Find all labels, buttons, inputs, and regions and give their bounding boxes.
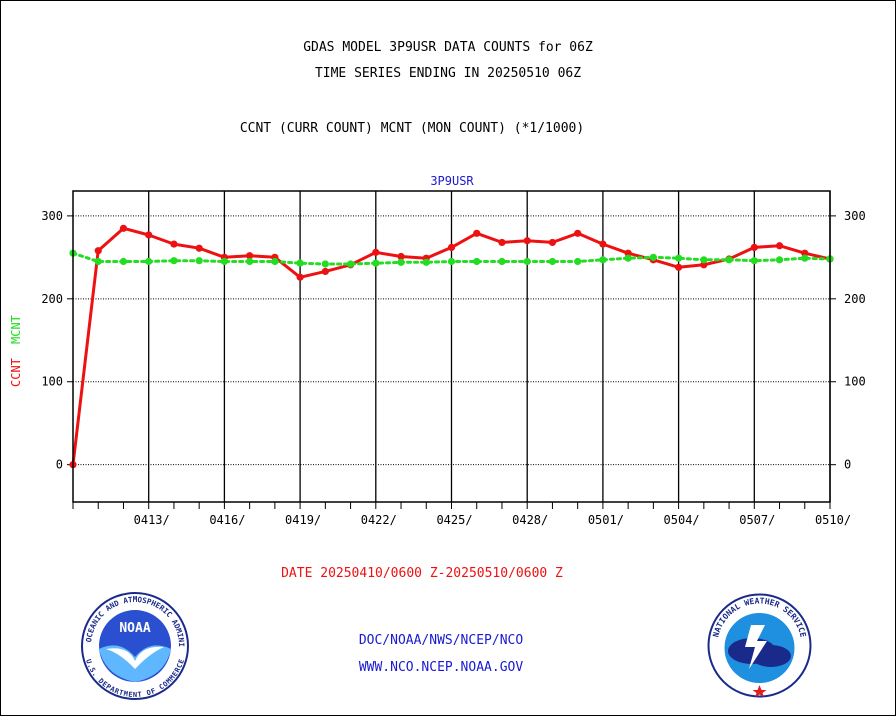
data-point-ccnt <box>119 224 128 232</box>
x-tick-label: 0510/ <box>815 513 851 527</box>
noaa-logo: NATIONAL OCEANIC AND ATMOSPHERIC ADMINIS… <box>80 591 189 700</box>
data-point-ccnt <box>750 243 758 251</box>
data-point-mcnt <box>775 256 784 264</box>
x-tick-label: 0501/ <box>588 513 624 527</box>
data-point-mcnt <box>675 254 683 262</box>
y-tick-label-left: 0 <box>56 458 63 472</box>
chart-title-line1: GDAS MODEL 3P9USR DATA COUNTS for 06Z <box>303 40 593 55</box>
data-point-ccnt <box>523 237 531 245</box>
plot-area: 3P9USR CCNT MCNT 0 0 100 100 200 200 300 300 041… <box>9 174 866 527</box>
data-point-mcnt <box>220 257 228 266</box>
noaa-logo-text: NOAA <box>119 621 150 636</box>
data-point-ccnt <box>195 244 203 252</box>
data-point-ccnt <box>548 238 557 247</box>
x-tick-label: 0422/ <box>361 513 397 527</box>
tick-labels: 0 0 100 100 200 200 300 300 0413/0416/0419/0422/… <box>41 209 865 527</box>
y-tick-label-left: 200 <box>41 292 63 306</box>
footer-url-link[interactable]: WWW.NCO.NCEP.NOAA.GOV <box>358 660 524 675</box>
data-point-ccnt <box>675 263 683 271</box>
plot-border <box>72 190 831 503</box>
data-point-mcnt <box>801 254 809 262</box>
y-tick-label-left: 300 <box>41 209 63 223</box>
data-point-ccnt <box>473 229 481 237</box>
data-point-ccnt <box>775 242 784 250</box>
data-point-mcnt <box>523 257 531 266</box>
data-point-mcnt <box>170 257 178 265</box>
data-point-ccnt <box>624 249 632 257</box>
data-point-mcnt <box>119 257 128 266</box>
data-point-ccnt <box>94 247 102 255</box>
data-point-ccnt <box>700 261 708 269</box>
data-point-ccnt <box>447 243 456 251</box>
data-point-mcnt <box>246 257 254 266</box>
data-point-ccnt <box>145 231 153 239</box>
data-point-mcnt <box>750 257 758 265</box>
data-point-ccnt <box>372 248 380 256</box>
data-point-mcnt <box>574 257 582 266</box>
y-tick-label-right: 100 <box>844 375 866 389</box>
chart-title-line3: CCNT (CURR COUNT) MCNT (MON COUNT) (*1/1… <box>239 121 585 136</box>
data-point-mcnt <box>321 260 329 268</box>
data-point-mcnt <box>725 256 733 264</box>
x-tick-label: 0507/ <box>739 513 775 527</box>
data-point-mcnt <box>649 253 657 261</box>
data-point-mcnt <box>346 260 355 268</box>
x-tick-label: 0504/ <box>664 513 700 527</box>
data-point-mcnt <box>700 256 708 264</box>
x-tick-label: 0416/ <box>209 513 245 527</box>
data-point-mcnt <box>473 257 481 266</box>
grid-lines <box>67 191 836 509</box>
y-axis-label-ccnt: CCNT <box>9 358 23 387</box>
series-group <box>69 224 834 469</box>
data-point-ccnt <box>801 249 809 257</box>
x-tick-label: 0419/ <box>285 513 321 527</box>
data-point-mcnt <box>397 258 405 266</box>
footer-doc-link[interactable]: DOC/NOAA/NWS/NCEP/NCO <box>358 633 524 648</box>
data-point-ccnt <box>296 273 304 281</box>
y-tick-label-left: 100 <box>41 375 63 389</box>
data-point-mcnt <box>447 257 456 266</box>
x-tick-label: 0413/ <box>134 513 170 527</box>
data-point-mcnt <box>271 257 279 266</box>
data-point-mcnt <box>498 257 506 266</box>
x-tick-label: 0428/ <box>512 513 548 527</box>
data-point-ccnt <box>246 252 254 260</box>
data-point-mcnt <box>548 257 557 266</box>
data-point-mcnt <box>372 259 380 267</box>
x-tick-label: 0425/ <box>436 513 472 527</box>
data-point-ccnt <box>397 252 405 261</box>
data-point-mcnt <box>624 254 632 262</box>
data-point-mcnt <box>195 257 203 265</box>
data-point-mcnt <box>296 259 304 267</box>
y-tick-label-right: 200 <box>844 292 866 306</box>
data-point-ccnt <box>321 267 329 276</box>
chart-title-line2: TIME SERIES ENDING IN 20250510 06Z <box>314 66 582 81</box>
date-range: DATE 20250410/0600 Z-20250510/0600 Z <box>281 566 563 581</box>
data-point-mcnt <box>599 256 607 264</box>
subplot-title: 3P9USR <box>430 174 474 188</box>
data-point-ccnt <box>170 240 178 248</box>
data-point-ccnt <box>599 240 607 248</box>
y-axis-label-mcnt: MCNT <box>9 315 23 344</box>
data-point-mcnt <box>422 258 430 266</box>
data-point-mcnt <box>94 257 102 266</box>
data-point-ccnt <box>574 229 582 237</box>
y-tick-label-right: 300 <box>844 209 866 223</box>
y-tick-label-right: 0 <box>844 458 851 472</box>
data-point-ccnt <box>498 238 506 247</box>
data-point-mcnt <box>145 257 153 266</box>
nws-logo: NATIONAL WEATHER SERVICE <box>707 593 812 698</box>
